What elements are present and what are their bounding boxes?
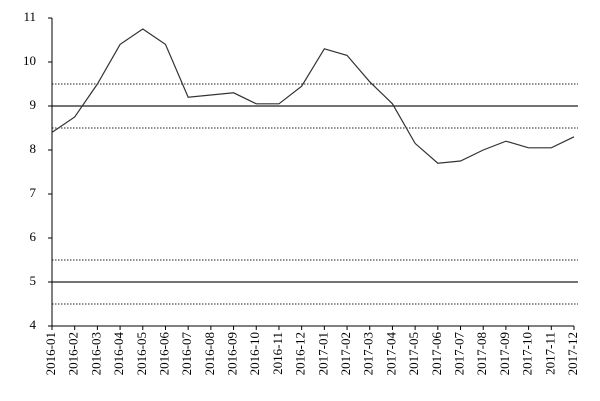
x-tick-label: 2016-07	[179, 332, 194, 376]
x-tick-label: 2016-08	[202, 332, 217, 375]
x-tick-label: 2017-01	[315, 332, 330, 375]
x-tick-label: 2017-02	[338, 332, 353, 375]
data-line	[51, 28, 575, 164]
y-tick-label: 10	[23, 53, 36, 68]
x-tick-label: 2016-06	[156, 332, 171, 376]
y-tick-label: 8	[30, 141, 37, 156]
x-tick-label: 2017-11	[542, 332, 557, 375]
x-tick-label: 2016-02	[66, 332, 81, 375]
x-tick-label: 2017-03	[361, 332, 376, 375]
y-tick-label: 11	[23, 9, 36, 24]
x-tick-label: 2016-11	[270, 332, 285, 375]
x-tick-label: 2017-12	[565, 332, 580, 375]
x-tick-label: 2017-09	[497, 332, 512, 375]
x-tick-label: 2017-07	[452, 332, 467, 376]
y-tick-label: 5	[30, 273, 37, 288]
x-tick-label: 2017-08	[474, 332, 489, 375]
x-tick-label: 2017-10	[520, 332, 535, 375]
x-tick-label: 2017-04	[383, 332, 398, 376]
x-tick-label: 2016-05	[134, 332, 149, 375]
y-tick-label: 6	[30, 229, 37, 244]
x-tick-label: 2016-04	[111, 332, 126, 376]
x-tick-label: 2016-09	[225, 332, 240, 375]
x-tick-label: 2016-12	[293, 332, 308, 375]
x-tick-label: 2016-01	[43, 332, 58, 375]
y-tick-label: 7	[30, 185, 37, 200]
x-tick-label: 2016-10	[247, 332, 262, 375]
x-tick-label: 2017-06	[429, 332, 444, 376]
x-tick-label: 2017-05	[406, 332, 421, 375]
y-tick-label: 9	[30, 97, 37, 112]
y-tick-label: 4	[30, 317, 37, 332]
x-tick-label: 2016-03	[88, 332, 103, 375]
